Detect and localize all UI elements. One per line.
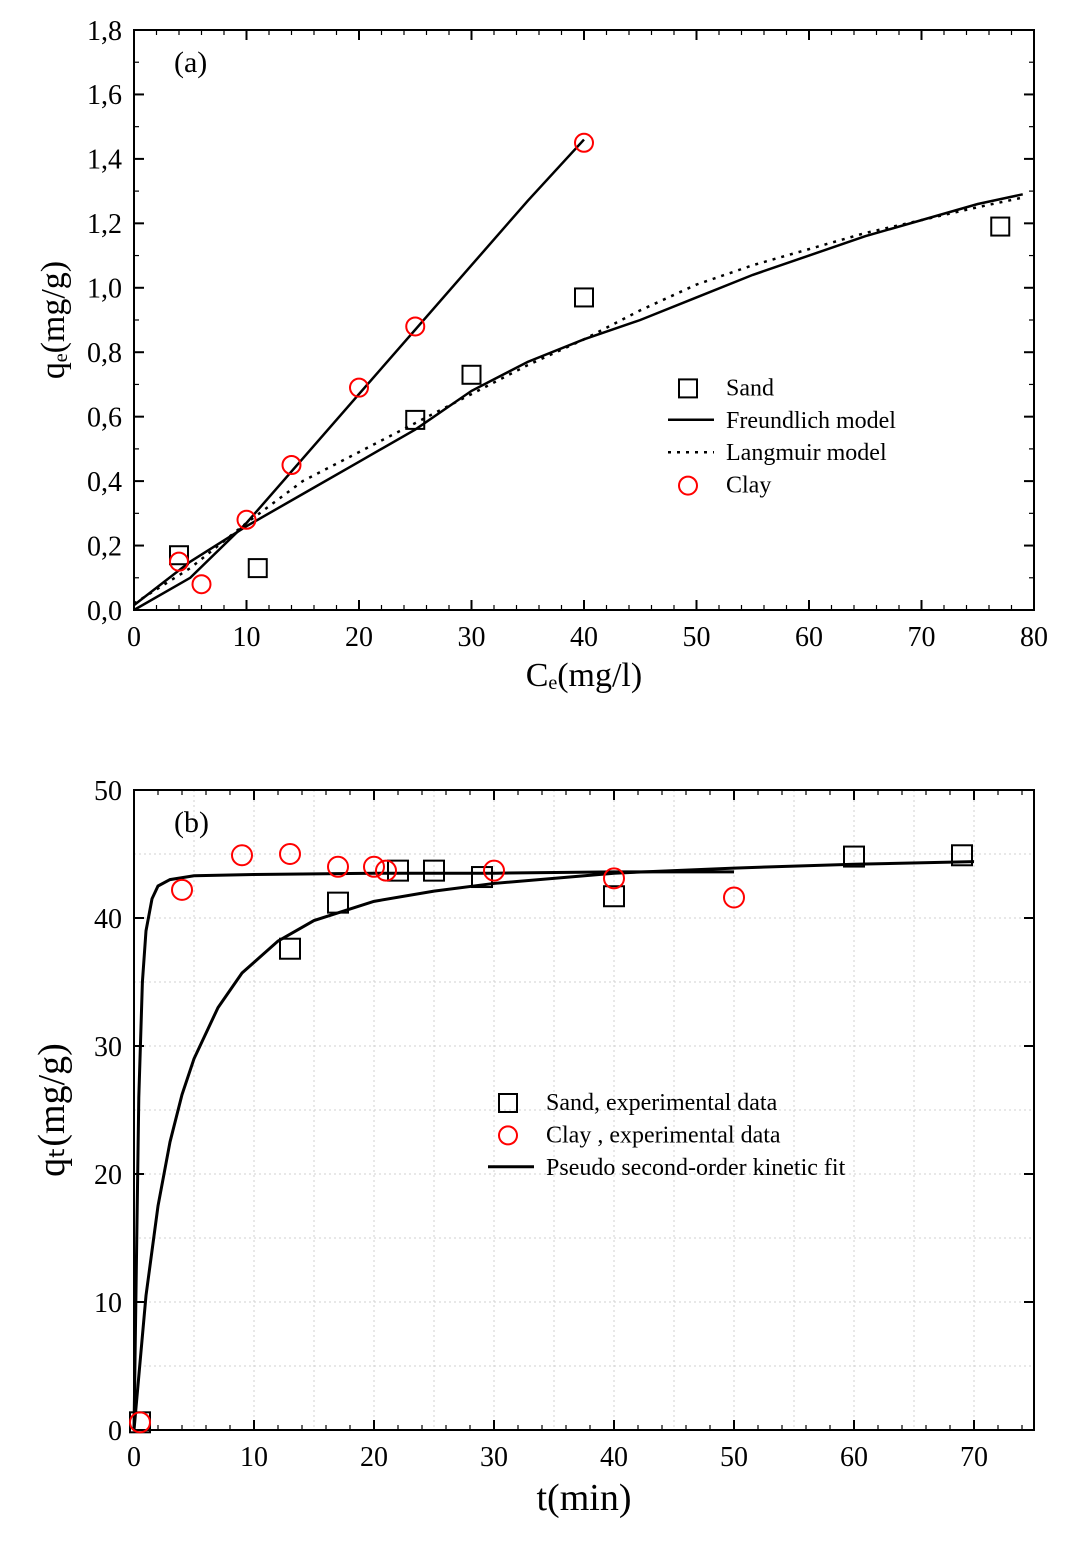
x-tick-label: 10 — [233, 622, 261, 653]
x-tick-label: 80 — [1020, 622, 1048, 653]
plot-frame — [134, 30, 1034, 610]
y-tick-label: 30 — [94, 1032, 122, 1063]
x-tick-label: 0 — [127, 622, 141, 653]
legend-label: Freundlich model — [726, 408, 896, 434]
x-axis-label: Cₑ(mg/l) — [526, 657, 642, 694]
legend-label: Clay — [726, 473, 771, 499]
y-tick-label: 0,6 — [87, 402, 122, 433]
x-tick-label: 30 — [480, 1442, 508, 1473]
x-tick-label: 50 — [683, 622, 711, 653]
x-tick-label: 20 — [360, 1442, 388, 1473]
y-tick-label: 1,2 — [87, 209, 122, 240]
x-tick-label: 0 — [127, 1442, 141, 1473]
y-tick-label: 1,0 — [87, 274, 122, 305]
x-tick-label: 60 — [795, 622, 823, 653]
legend-label: Langmuir model — [726, 440, 887, 466]
series-line-freundlich_sand — [134, 194, 1023, 605]
series-markers-clay — [170, 134, 593, 593]
y-tick-label: 10 — [94, 1288, 122, 1319]
legend: Sand, experimental data Clay , experiment… — [488, 1090, 846, 1181]
panel-b: 0 10 20 30 40 50 60 70 0 10 20 30 40 50 t(min) qₜ(mg/g)… — [31, 776, 1034, 1519]
panel-label: (b) — [174, 806, 209, 839]
y-tick-label: 1,4 — [87, 145, 122, 176]
x-tick-label: 40 — [570, 622, 598, 653]
x-tick-label: 70 — [908, 622, 936, 653]
y-axis-label: qₑ(mg/g) — [35, 261, 72, 379]
y-tick-label: 40 — [94, 904, 122, 935]
y-tick-label: 20 — [94, 1160, 122, 1191]
y-tick-label: 1,6 — [87, 80, 122, 111]
y-tick-label: 1,8 — [87, 16, 122, 47]
x-tick-label: 30 — [458, 622, 486, 653]
y-tick-label: 0,0 — [87, 596, 122, 627]
series-line-langmuir_sand — [134, 198, 1023, 604]
panel-label: (a) — [174, 46, 207, 79]
x-tick-label: 60 — [840, 1442, 868, 1473]
x-axis-label: t(min) — [537, 1477, 632, 1519]
legend-label: Sand — [726, 375, 774, 401]
legend-label: Pseudo second-order kinetic fit — [546, 1155, 846, 1181]
series-markers-sand — [170, 218, 1009, 578]
legend-label: Sand, experimental data — [546, 1090, 778, 1116]
y-tick-label: 50 — [94, 776, 122, 807]
y-tick-label: 0,4 — [87, 467, 122, 498]
y-tick-label: 0,2 — [87, 531, 122, 562]
x-tick-label: 10 — [240, 1442, 268, 1473]
y-tick-label: 0,8 — [87, 338, 122, 369]
series-line-freundlich_clay — [134, 140, 584, 610]
legend-label: Clay , experimental data — [546, 1122, 781, 1148]
panel-a: 0 10 20 30 40 50 60 70 80 0,0 0,2 0,4 0,6 0,8 1,0 1,2 1,… — [35, 16, 1048, 694]
y-axis-label: qₜ(mg/g) — [31, 1043, 73, 1177]
x-tick-label: 20 — [345, 622, 373, 653]
x-tick-label: 70 — [960, 1442, 988, 1473]
y-tick-label: 0 — [108, 1416, 122, 1447]
legend: Sand Freundlich model Langmuir model Clay — [668, 375, 896, 498]
figure: 0 10 20 30 40 50 60 70 80 0,0 0,2 0,4 0,6 0,8 1,0 1,2 1,… — [0, 0, 1077, 1548]
x-tick-label: 50 — [720, 1442, 748, 1473]
x-tick-label: 40 — [600, 1442, 628, 1473]
